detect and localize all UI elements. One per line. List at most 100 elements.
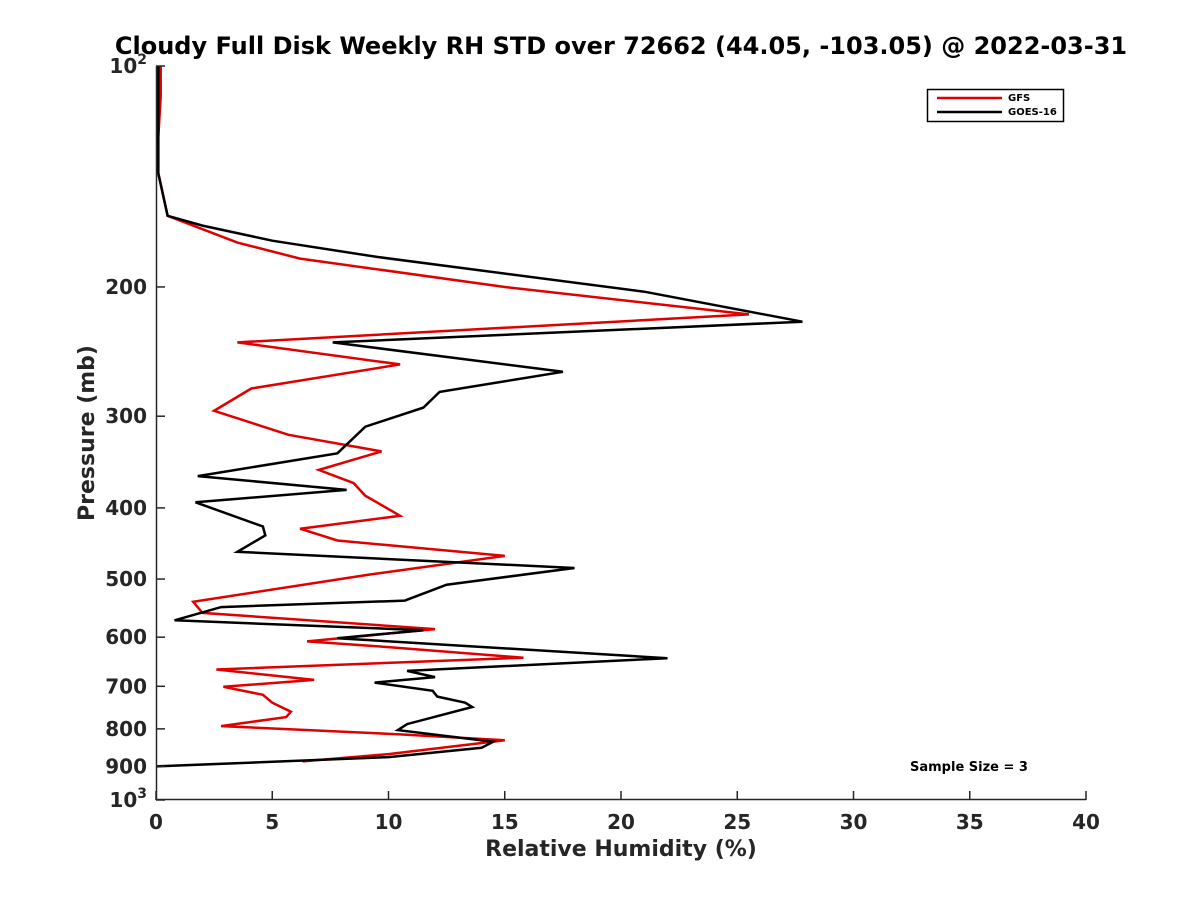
data-point-goes16 [194,501,196,503]
data-point-gfs [160,95,162,97]
data-point-goes16 [173,619,175,621]
data-point-gfs [215,668,217,670]
data-point-goes16 [376,256,378,258]
data-point-goes16 [336,452,338,454]
data-point-gfs [290,711,292,713]
data-point-goes16 [157,136,159,138]
data-point-gfs [318,469,320,471]
data-point-gfs [306,640,308,642]
data-point-gfs [222,686,224,688]
data-point-goes16 [406,723,408,725]
data-point-gfs [336,539,338,541]
data-point-goes16 [406,670,408,672]
data-point-gfs [299,257,301,259]
data-point-gfs [399,733,401,735]
data-point-gfs [313,679,315,681]
legend-box [926,88,1065,123]
data-point-gfs [236,241,238,243]
data-point-goes16 [801,321,803,323]
data-point-gfs [399,515,401,517]
data-point-goes16 [201,224,203,226]
data-point-gfs [250,387,252,389]
data-point-gfs [369,573,371,575]
legend-label-gfs: GFS [1008,93,1030,104]
data-point-goes16 [166,215,168,217]
data-point-goes16 [573,567,575,569]
data-point-goes16 [397,729,399,731]
data-point-goes16 [387,756,389,758]
y-tick-label: 900 [105,754,147,778]
legend-label-goes16: GOES-16 [1008,107,1057,118]
data-point-gfs [387,646,389,648]
data-point-gfs [748,313,750,315]
data-point-goes16 [264,534,266,536]
y-tick-label: 800 [105,717,147,741]
y-tick-label: 600 [105,625,147,649]
data-point-goes16 [157,95,159,97]
y-tick-label: 400 [105,496,147,520]
data-point-gfs [352,482,354,484]
x-tick-label: 25 [723,810,751,834]
series-points-goes16 [155,65,804,768]
data-point-goes16 [236,551,238,553]
data-point-gfs [213,410,215,412]
series-line-goes16 [155,66,803,768]
data-point-gfs [271,702,273,704]
data-point-goes16 [336,637,338,639]
data-point-goes16 [434,676,436,678]
x-tick-label: 15 [491,810,519,834]
data-point-goes16 [464,702,466,704]
data-point-goes16 [471,706,473,708]
y-axis-label: Pressure (mb) [75,345,100,521]
data-point-goes16 [262,525,264,527]
data-point-goes16 [422,629,424,631]
data-point-goes16 [271,240,273,242]
data-point-gfs [380,450,382,452]
x-tick-label: 40 [1072,810,1100,834]
data-point-gfs [504,286,506,288]
x-axis-label: Relative Humidity (%) [485,837,757,862]
y-tick-label: 700 [105,674,147,698]
data-point-goes16 [480,747,482,749]
data-point-goes16 [345,489,347,491]
x-ticks: 0 5 10 15 20 25 30 35 40 [149,791,1100,834]
sample-size-annotation: Sample Size = 3 [910,760,1028,775]
series-line-gfs [157,66,750,763]
data-point-goes16 [436,695,438,697]
data-point-goes16 [445,584,447,586]
x-tick-label: 35 [956,810,984,834]
data-point-gfs [285,716,287,718]
data-point-goes16 [404,599,406,601]
y-tick-label: 200 [105,275,147,299]
data-point-goes16 [157,172,159,174]
data-point-goes16 [643,291,645,293]
x-tick-label: 5 [265,810,279,834]
data-point-gfs [299,528,301,530]
data-point-goes16 [422,406,424,408]
data-point-gfs [262,694,264,696]
data-point-gfs [504,555,506,557]
data-point-gfs [287,434,289,436]
y-tick-label: 500 [105,567,147,591]
data-point-gfs [364,495,366,497]
y-tick-label: 300 [105,404,147,428]
data-point-gfs [192,601,194,603]
chart-title: Cloudy Full Disk Weekly RH STD over 7266… [115,32,1127,60]
x-tick-label: 0 [149,810,163,834]
data-point-goes16 [492,741,494,743]
data-point-gfs [434,628,436,630]
y-tick-label: 102 [109,52,147,78]
legend: GFS GOES-16 [926,88,1065,123]
data-point-goes16 [332,341,334,343]
data-point-goes16 [562,371,564,373]
data-point-goes16 [373,681,375,683]
data-point-gfs [504,739,506,741]
y-ticks: 102 200 300 400 500 600 700 800 900 103 [105,52,165,812]
data-point-goes16 [220,606,222,608]
data-point-goes16 [666,657,668,659]
data-point-goes16 [364,426,366,428]
data-point-goes16 [432,690,434,692]
x-tick-label: 30 [840,810,868,834]
data-point-gfs [220,725,222,727]
data-point-gfs [399,363,401,365]
